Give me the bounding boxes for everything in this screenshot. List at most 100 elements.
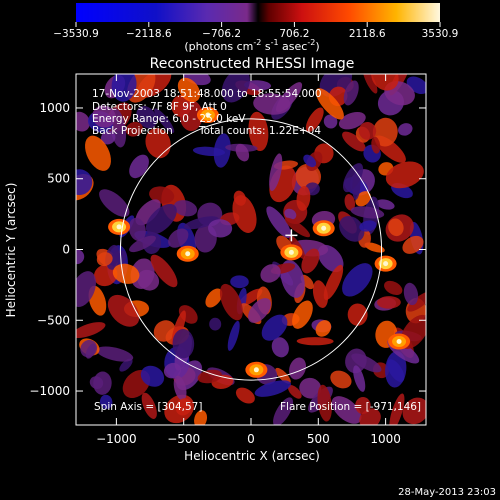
emission-blob bbox=[362, 74, 378, 94]
emission-blob bbox=[364, 242, 385, 253]
colorbar-tick-label: 706.2 bbox=[279, 28, 309, 40]
emission-blob bbox=[205, 288, 223, 308]
emission-blob bbox=[296, 337, 334, 346]
emission-blob bbox=[377, 296, 401, 309]
emission-blob bbox=[385, 161, 424, 189]
emission-blob bbox=[163, 362, 182, 379]
emission-blob bbox=[330, 370, 352, 389]
emission-blob bbox=[119, 358, 133, 372]
emission-blob bbox=[192, 146, 226, 157]
emission-blob bbox=[288, 385, 302, 399]
colorbar-tick-label: 2118.6 bbox=[349, 28, 386, 40]
x-axis-ticks: −1000 −500 0 500 1000 bbox=[96, 74, 401, 446]
x-tick-label: −1000 bbox=[96, 432, 137, 446]
emission-blob bbox=[145, 127, 171, 159]
emission-blob bbox=[197, 369, 222, 384]
y-tick-label: −1000 bbox=[29, 384, 70, 398]
crosshair-marker bbox=[285, 229, 298, 242]
image-area bbox=[76, 74, 426, 425]
chart-title: Reconstructed RHESSI Image bbox=[150, 56, 355, 72]
emission-blob bbox=[389, 393, 405, 425]
emission-blob bbox=[177, 77, 201, 103]
y-tick-label: 0 bbox=[62, 243, 70, 257]
emission-blob bbox=[315, 88, 344, 120]
emission-blob bbox=[403, 282, 419, 306]
emission-blob bbox=[342, 131, 366, 152]
emission-blob bbox=[371, 136, 381, 154]
emission-blob bbox=[359, 408, 381, 425]
source-peak bbox=[253, 367, 259, 373]
emission-blob bbox=[150, 254, 178, 288]
source-peak bbox=[383, 261, 389, 267]
emission-blob bbox=[342, 263, 373, 297]
colorbar-tick-label: −2118.6 bbox=[126, 28, 172, 40]
emission-blob bbox=[358, 121, 377, 140]
emission-blob bbox=[99, 394, 113, 410]
emission-blob bbox=[92, 105, 116, 128]
emission-blob bbox=[184, 216, 219, 230]
emission-blob bbox=[173, 200, 198, 217]
emission-blob bbox=[271, 337, 289, 358]
emission-blob bbox=[227, 320, 240, 351]
emission-blob bbox=[221, 74, 250, 103]
source-peak bbox=[396, 338, 402, 344]
emission-blob bbox=[248, 111, 269, 152]
emission-blob bbox=[154, 108, 175, 133]
emission-blob bbox=[384, 280, 403, 296]
emission-blob bbox=[137, 269, 160, 291]
emission-blob bbox=[371, 74, 399, 91]
emission-blob bbox=[136, 106, 157, 129]
emission-blob bbox=[230, 275, 249, 289]
annotation-time: 17-Nov-2003 18:51:48.000 to 18:55:54.000 bbox=[92, 88, 322, 100]
y-axis-label: Heliocentric Y (arcsec) bbox=[4, 183, 18, 318]
emission-blob bbox=[96, 252, 113, 267]
emission-blob bbox=[261, 314, 288, 341]
emission-blob bbox=[372, 117, 398, 147]
annotation-detectors: Detectors: 7F 8F 9F, Att 0 bbox=[92, 101, 227, 113]
emission-blob bbox=[407, 291, 426, 312]
emission-blob bbox=[208, 219, 233, 238]
emission-blob bbox=[76, 169, 93, 196]
emission-blob bbox=[269, 153, 283, 192]
emission-blob bbox=[317, 384, 332, 422]
emission-blob bbox=[76, 249, 85, 265]
x-tick-label: 0 bbox=[247, 432, 255, 446]
emission-blob bbox=[296, 185, 311, 211]
y-axis-ticks: −1000 −500 0 500 1000 bbox=[29, 101, 426, 398]
emission-blob bbox=[273, 397, 294, 425]
colorbar-tick-label: −3530.9 bbox=[53, 28, 99, 40]
emission-blob bbox=[402, 397, 426, 425]
annotation-spin-axis: Spin Axis = [304,57] bbox=[94, 401, 202, 413]
annotation-flare-position: Flare Position = [-971,146] bbox=[280, 401, 421, 413]
emission-blob bbox=[353, 365, 366, 392]
emission-blob bbox=[305, 107, 324, 133]
source-peak bbox=[321, 225, 327, 231]
emission-blob bbox=[315, 320, 332, 337]
emission-blob bbox=[331, 396, 362, 424]
emission-blob bbox=[301, 248, 320, 274]
emission-blob bbox=[284, 208, 297, 220]
colorbar bbox=[76, 3, 440, 22]
emission-blobs bbox=[76, 74, 426, 425]
emission-blob bbox=[347, 303, 368, 326]
source-peak bbox=[116, 224, 122, 230]
emission-blob bbox=[312, 280, 329, 308]
bright-sources bbox=[108, 107, 411, 378]
x-tick-label: 1000 bbox=[370, 432, 401, 446]
emission-blob bbox=[100, 130, 116, 145]
annotation-energy: Energy Range: 6.0 - 25.0 keV bbox=[92, 113, 246, 125]
emission-blob bbox=[299, 377, 322, 399]
emission-blob bbox=[173, 375, 187, 401]
emission-blob bbox=[388, 218, 404, 237]
emission-blob bbox=[85, 343, 96, 359]
emission-blob bbox=[112, 263, 140, 284]
emission-blob bbox=[342, 163, 364, 193]
emission-blob bbox=[219, 283, 243, 321]
emission-blob bbox=[111, 74, 137, 102]
emission-blob bbox=[235, 143, 250, 162]
emission-blob bbox=[244, 80, 272, 91]
emission-blob bbox=[398, 123, 413, 136]
x-axis-label: Heliocentric X (arcsec) bbox=[184, 449, 320, 463]
emission-blob bbox=[129, 235, 156, 253]
colorbar-tick-label: 3530.9 bbox=[422, 28, 459, 40]
